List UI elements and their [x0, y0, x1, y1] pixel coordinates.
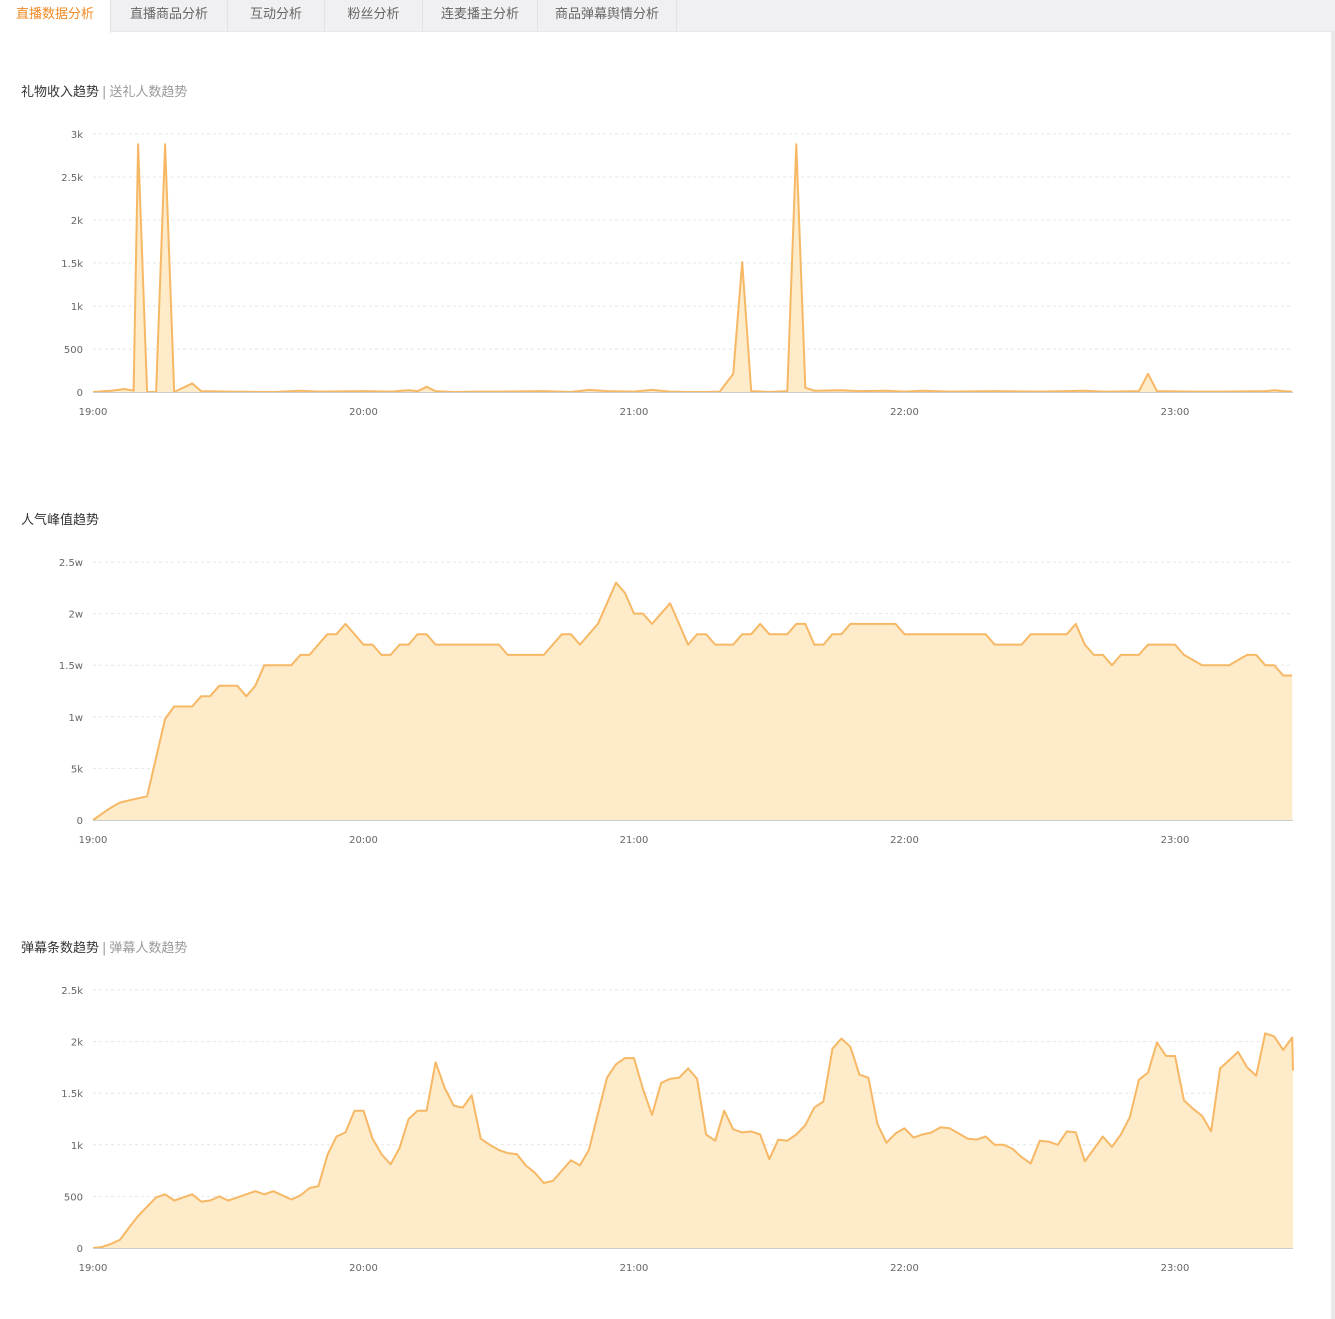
title-separator: | — [102, 85, 107, 100]
title-separator: | — [102, 941, 107, 956]
y-tick-label: 3k — [71, 130, 83, 141]
series-area — [93, 144, 1293, 392]
x-tick-label: 20:00 — [349, 1263, 378, 1274]
tab-live-product-analysis[interactable]: 直播商品分析 — [111, 0, 228, 32]
vertical-scrollbar[interactable] — [1331, 32, 1335, 1319]
tab-fans-analysis[interactable]: 粉丝分析 — [325, 0, 423, 32]
series-line — [92, 1032, 1294, 1249]
tab-live-data-analysis[interactable]: 直播数据分析 — [0, 0, 111, 33]
y-tick-label: 2.5k — [61, 173, 83, 184]
comment-count-section-title: 弹幕条数趋势 | 弹幕人数趋势 — [21, 937, 187, 956]
x-tick-label: 23:00 — [1161, 835, 1190, 846]
y-tick-label: 1k — [71, 302, 83, 313]
series-line — [92, 581, 1293, 821]
analysis-tab-bar: 直播数据分析 直播商品分析 互动分析 粉丝分析 连麦播主分析 商品弹幕舆情分析 — [0, 0, 1335, 33]
x-tick-label: 19:00 — [79, 1263, 108, 1274]
tab-product-comment-sentiment-analysis[interactable]: 商品弹幕舆情分析 — [538, 0, 677, 32]
y-tick-label: 1w — [68, 713, 83, 724]
popularity-peak-trend-chart: 0 5k 1w 1.5w 2w 2.5w 19:00 20:00 21:00 22:00 23:00 — [59, 558, 1293, 846]
gift-income-trend-chart: 0 500 1k 1.5k 2k 2.5k 3k 19:00 20:00 21:00 22:00 23… — [61, 130, 1293, 418]
x-tick-label: 22:00 — [890, 835, 919, 846]
series-line — [92, 143, 1293, 393]
popularity-peak-section-title: 人气峰值趋势 — [21, 509, 99, 528]
y-tick-label: 2w — [68, 610, 83, 621]
gift-income-section-title: 礼物收入趋势 | 送礼人数趋势 — [21, 81, 187, 100]
x-tick-label: 21:00 — [620, 835, 649, 846]
x-tick-label: 22:00 — [890, 1263, 919, 1274]
y-tick-label: 1k — [71, 1141, 83, 1152]
gift-senders-trend-tab[interactable]: 送礼人数趋势 — [109, 85, 188, 100]
y-tick-label: 500 — [64, 1192, 83, 1203]
x-tick-label: 20:00 — [349, 835, 378, 846]
series-area — [93, 1033, 1293, 1248]
y-tick-label: 0 — [77, 1244, 83, 1255]
comment-count-trend-tab[interactable]: 弹幕条数趋势 — [21, 941, 100, 956]
x-tick-label: 19:00 — [79, 835, 108, 846]
tab-co-host-analysis[interactable]: 连麦播主分析 — [423, 0, 538, 32]
gift-income-trend-tab[interactable]: 礼物收入趋势 — [21, 85, 100, 100]
x-tick-label: 20:00 — [349, 407, 378, 418]
comment-count-trend-chart: 0 500 1k 1.5k 2k 2.5k 19:00 20:00 21:00 22:00 23:0… — [61, 986, 1294, 1274]
y-tick-label: 2.5k — [61, 986, 83, 997]
series-area — [93, 582, 1293, 820]
x-tick-label: 23:00 — [1161, 1263, 1190, 1274]
x-tick-label: 21:00 — [620, 1263, 649, 1274]
y-tick-label: 1.5k — [61, 259, 83, 270]
y-tick-label: 2k — [71, 1038, 83, 1049]
x-tick-label: 21:00 — [620, 407, 649, 418]
commenters-trend-tab[interactable]: 弹幕人数趋势 — [109, 941, 188, 956]
y-tick-label: 1.5w — [59, 661, 83, 672]
y-tick-label: 1.5k — [61, 1089, 83, 1100]
y-tick-label: 2k — [71, 216, 83, 227]
x-tick-label: 19:00 — [79, 407, 108, 418]
x-tick-label: 23:00 — [1161, 407, 1190, 418]
y-tick-label: 500 — [64, 345, 83, 356]
y-tick-label: 5k — [71, 764, 83, 775]
popularity-peak-trend-tab[interactable]: 人气峰值趋势 — [21, 513, 100, 528]
y-tick-label: 0 — [77, 816, 83, 827]
tab-interaction-analysis[interactable]: 互动分析 — [228, 0, 325, 32]
y-tick-label: 2.5w — [59, 558, 83, 569]
y-tick-label: 0 — [77, 388, 83, 399]
x-tick-label: 22:00 — [890, 407, 919, 418]
